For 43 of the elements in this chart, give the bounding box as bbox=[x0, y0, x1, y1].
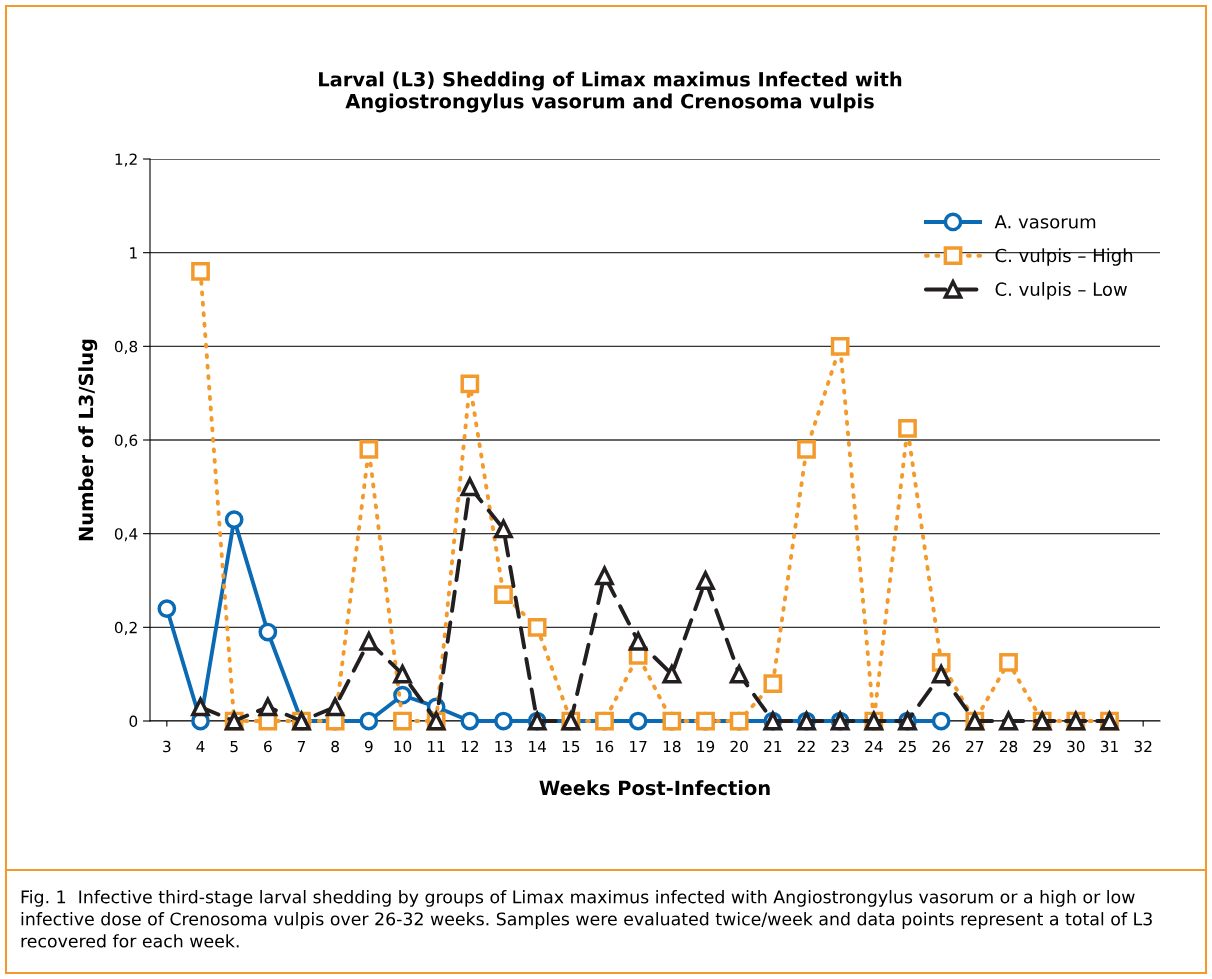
x-tick-label: 25 bbox=[898, 740, 916, 753]
y-tick-label: 0,8 bbox=[114, 340, 138, 354]
x-tick-label: 27 bbox=[966, 740, 984, 753]
x-tick-label: 12 bbox=[461, 740, 479, 753]
legend-label: A. vasorum bbox=[994, 215, 1096, 229]
y-axis-title: Number of L3/Slug bbox=[78, 339, 98, 541]
x-tick-label: 21 bbox=[764, 740, 782, 753]
y-tick-label: 1,2 bbox=[115, 153, 137, 167]
x-tick-label: 23 bbox=[831, 740, 849, 753]
x-tick-label: 22 bbox=[797, 740, 815, 753]
x-tick-label: 5 bbox=[230, 740, 238, 753]
legend-label: C. vulpis – Low bbox=[995, 282, 1127, 300]
x-tick-label: 9 bbox=[364, 740, 373, 753]
x-tick-label: 17 bbox=[630, 740, 647, 753]
x-tick-label: 28 bbox=[999, 740, 1018, 753]
x-tick-label: 29 bbox=[1033, 740, 1051, 753]
x-tick-label: 11 bbox=[428, 740, 445, 753]
x-tick-label: 4 bbox=[196, 740, 205, 753]
x-tick-label: 19 bbox=[697, 740, 715, 753]
x-tick-label: 18 bbox=[663, 740, 681, 753]
y-tick-label: 0,4 bbox=[114, 528, 138, 542]
x-axis-title: Weeks Post-Infection bbox=[539, 780, 770, 796]
y-tick-label: 1 bbox=[130, 247, 137, 259]
x-tick-label: 20 bbox=[730, 740, 748, 753]
x-tick-label: 16 bbox=[596, 740, 614, 753]
x-tick-label: 30 bbox=[1067, 740, 1085, 753]
x-tick-label: 3 bbox=[163, 740, 171, 753]
x-tick-label: 15 bbox=[562, 740, 580, 753]
x-tick-label: 14 bbox=[529, 740, 547, 753]
x-tick-label: 8 bbox=[331, 740, 339, 753]
chart-title: Larval (L3) Shedding of Limax maximus Infected with Angiostrongylus vasorum and Crenosoma vulpis bbox=[319, 71, 902, 113]
y-tick-label: 0 bbox=[129, 715, 138, 728]
y-tick-label: 0,6 bbox=[114, 434, 138, 448]
x-tick-label: 26 bbox=[932, 740, 950, 753]
x-tick-label: 13 bbox=[495, 740, 512, 753]
x-tick-label: 7 bbox=[297, 740, 306, 753]
x-tick-label: 32 bbox=[1134, 740, 1152, 753]
x-tick-label: 31 bbox=[1100, 740, 1118, 753]
x-tick-label: 24 bbox=[865, 740, 883, 753]
x-tick-label: 6 bbox=[264, 740, 272, 753]
y-tick-label: 0,2 bbox=[114, 621, 137, 635]
caption: Fig. 1 Infective third-stage larval shedding by groups of Limax maximus infected with Angiostrongylus vasorum or a high or low infective dose of Crenosoma vulpis over 26-32 weeks. Samples were evaluated twice/week and data points represent a total of L3 recovered for each week. bbox=[21, 890, 1152, 948]
x-tick-label: 10 bbox=[394, 740, 412, 753]
